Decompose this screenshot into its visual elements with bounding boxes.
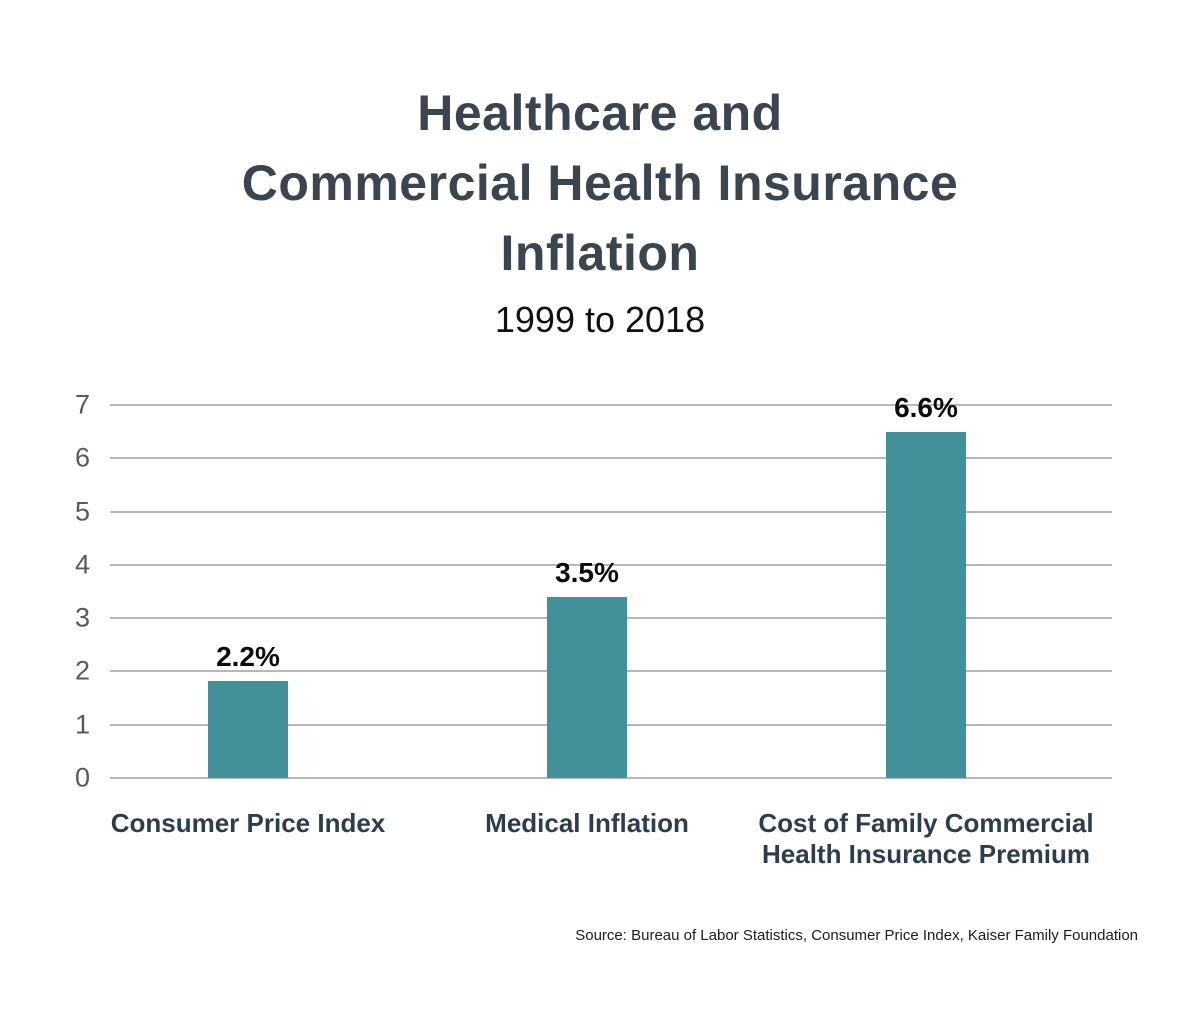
bar bbox=[886, 431, 966, 778]
x-category-label: Cost of Family Commercial Health Insuran… bbox=[758, 808, 1094, 869]
y-axis-tick-label: 5 bbox=[74, 496, 90, 527]
y-axis-tick-label: 3 bbox=[74, 602, 90, 633]
x-category-label: Consumer Price Index bbox=[110, 808, 386, 838]
source-note: Source: Bureau of Labor Statistics, Cons… bbox=[575, 927, 1138, 944]
bar bbox=[208, 680, 288, 778]
chart-title: Healthcare and Commercial Health Insuran… bbox=[241, 85, 959, 281]
gridline bbox=[110, 510, 1112, 513]
x-category-label: Medical Inflation bbox=[485, 808, 689, 838]
gridline bbox=[110, 563, 1112, 566]
plot-area: 0 1 2 3 4 5 6 7 2.2% Consumer Price Index 3.5% Medi… bbox=[75, 391, 1112, 869]
bar-value-label: 3.5% bbox=[555, 556, 619, 588]
y-axis-tick-label: 1 bbox=[74, 709, 90, 740]
y-axis-tick-label: 2 bbox=[74, 655, 90, 686]
bar bbox=[547, 596, 627, 778]
y-axis-tick-label: 6 bbox=[74, 442, 90, 473]
y-axis-tick-label: 4 bbox=[74, 549, 90, 580]
y-axis-tick-label: 7 bbox=[74, 389, 90, 420]
gridline bbox=[110, 404, 1112, 406]
bar-value-label: 6.6% bbox=[894, 391, 958, 423]
chart-subtitle: 1999 to 2018 bbox=[494, 299, 706, 340]
bar-value-label: 2.2% bbox=[216, 640, 280, 672]
gridline bbox=[110, 457, 1112, 460]
y-axis-tick-label: 0 bbox=[74, 762, 90, 793]
gridline bbox=[110, 777, 1112, 779]
